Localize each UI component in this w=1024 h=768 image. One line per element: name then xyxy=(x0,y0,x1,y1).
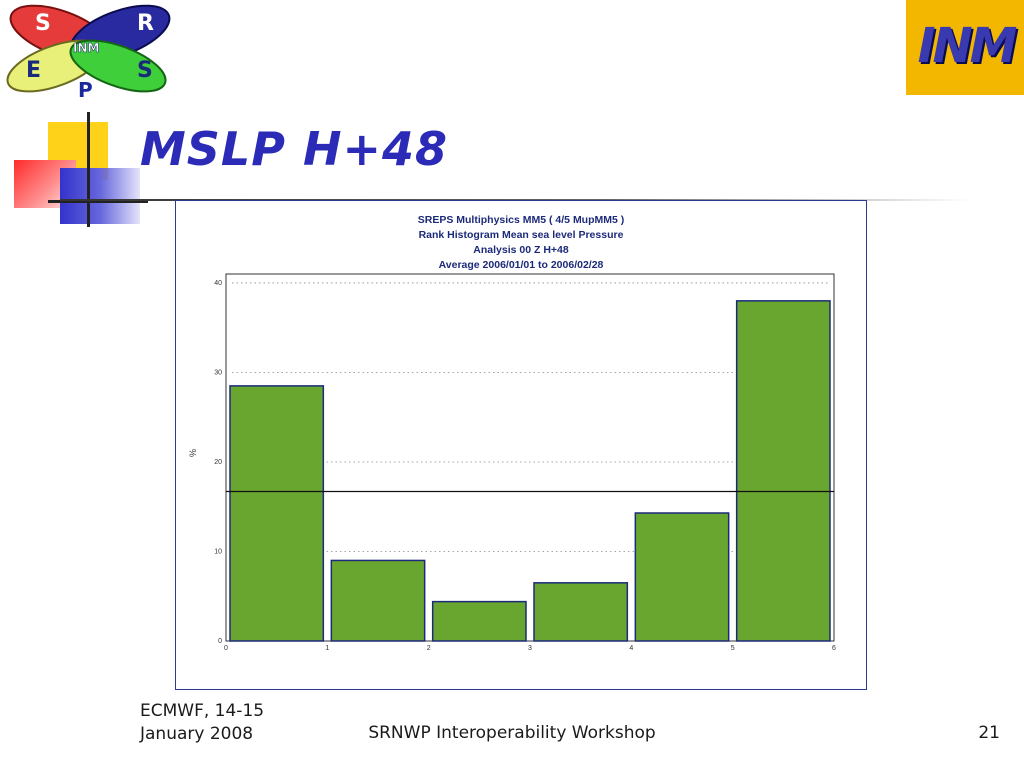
y-tick-label: 10 xyxy=(214,548,222,555)
histogram-bar xyxy=(229,385,325,642)
footer-event-line2: January 2008 xyxy=(140,724,254,744)
inm-logo: INM xyxy=(906,0,1024,95)
srep-letter-r: R xyxy=(137,11,154,36)
x-tick-label: 0 xyxy=(224,645,228,652)
srep-letter-s2: S xyxy=(137,58,153,83)
chart-title-line: SREPS Multiphysics MM5 ( 4/5 MupMM5 ) xyxy=(418,214,625,226)
chart-svg: SREPS Multiphysics MM5 ( 4/5 MupMM5 ) Ran… xyxy=(188,214,836,652)
footer-event-line1: ECMWF, 14-15 xyxy=(140,701,265,721)
y-tick-label: 30 xyxy=(214,369,222,376)
y-tick-label: 0 xyxy=(218,638,222,645)
chart-title-line: Analysis 00 Z H+48 xyxy=(473,244,569,256)
plot-area xyxy=(225,273,835,642)
x-tick-label: 2 xyxy=(427,645,431,652)
y-tick-label: 40 xyxy=(214,280,222,287)
x-tick-label: 3 xyxy=(528,645,532,652)
x-tick-label: 4 xyxy=(629,645,633,652)
srep-center-inm: INM xyxy=(73,41,99,55)
histogram-bar xyxy=(533,582,629,642)
footer-workshop: SRNWP Interoperability Workshop xyxy=(368,723,656,743)
x-tick-label: 5 xyxy=(731,645,735,652)
histogram-bar xyxy=(735,300,831,642)
inm-logo-text: INM xyxy=(917,18,1018,74)
srep-letter-e: E xyxy=(26,58,41,83)
histogram-bar xyxy=(431,600,527,642)
chart-title-line: Rank Histogram Mean sea level Pressure xyxy=(419,229,624,241)
histogram-bar xyxy=(634,512,730,642)
srep-letter-s1: S xyxy=(35,11,51,36)
deco-horizontal-line xyxy=(48,200,148,203)
y-axis-label: % xyxy=(188,449,198,457)
deco-vertical-line xyxy=(87,112,90,227)
footer-event: ECMWF, 14-15 January 2008 xyxy=(140,700,264,746)
sreps-logo: S R E S P INM xyxy=(6,4,171,100)
slide-title: MSLP H+48 xyxy=(140,122,448,176)
chart-title-line: Average 2006/01/01 to 2006/02/28 xyxy=(439,259,604,271)
x-tick-label: 6 xyxy=(832,645,836,652)
srep-letter-p: P xyxy=(78,78,93,100)
deco-blue-square xyxy=(60,168,140,224)
rank-histogram-chart: SREPS Multiphysics MM5 ( 4/5 MupMM5 ) Ran… xyxy=(175,200,867,690)
histogram-bar xyxy=(330,559,426,642)
x-tick-label: 1 xyxy=(325,645,329,652)
y-tick-label: 20 xyxy=(214,459,222,466)
page-number: 21 xyxy=(978,723,1000,743)
